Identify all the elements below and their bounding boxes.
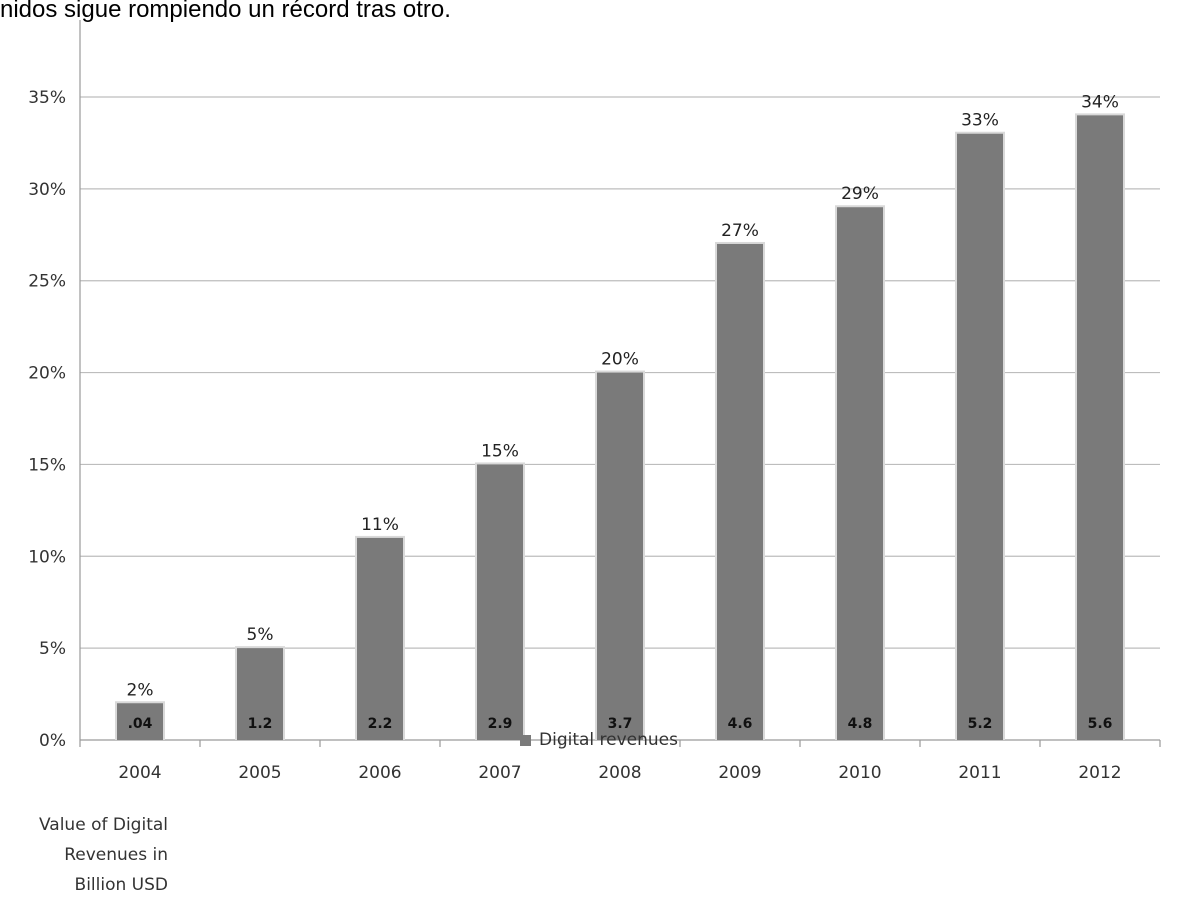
- y-tick-label: 20%: [28, 364, 66, 384]
- bar-2009: [717, 243, 763, 740]
- bar-2006: [357, 537, 403, 740]
- x-tick-label-2007: 2007: [478, 763, 521, 783]
- bar-top-label-2005: 5%: [247, 625, 274, 645]
- side-note-line-2: Revenues in: [64, 845, 168, 865]
- bar-inner-label-2006: 2.2: [368, 716, 393, 732]
- side-note-line-3: Billion USD: [74, 875, 168, 895]
- legend: Digital revenues: [520, 730, 678, 750]
- bar-2007: [477, 464, 523, 740]
- x-tick-label-2008: 2008: [598, 763, 641, 783]
- x-tick-label-2005: 2005: [238, 763, 281, 783]
- y-tick-label: 35%: [28, 88, 66, 108]
- caption-text: nidos sigue rompiendo un récord tras otr…: [0, 0, 451, 23]
- side-note: Value of Digital Revenues in Billion USD: [4, 810, 168, 900]
- bar-inner-label-2008: 3.7: [608, 716, 633, 732]
- bar-top-label-2011: 33%: [961, 111, 999, 131]
- y-tick-label: 30%: [28, 180, 66, 200]
- x-tick-label-2004: 2004: [118, 763, 161, 783]
- y-tick-label: 15%: [28, 455, 66, 475]
- x-tick-label-2011: 2011: [958, 763, 1001, 783]
- bar-2011: [957, 133, 1003, 740]
- bar-top-label-2012: 34%: [1081, 92, 1119, 112]
- x-tick-label-2006: 2006: [358, 763, 401, 783]
- y-tick-label: 0%: [39, 731, 66, 751]
- x-tick-label-2010: 2010: [838, 763, 881, 783]
- y-tick-label: 10%: [28, 547, 66, 567]
- bar-inner-label-2009: 4.6: [728, 716, 753, 732]
- legend-label: Digital revenues: [539, 730, 678, 750]
- y-tick-label: 25%: [28, 272, 66, 292]
- labels: 0% 5% 10% 15% 20% 25% 30% 35% 2% .04 2004 5% 1.2 2005…: [28, 88, 1121, 783]
- bar-2008: [597, 372, 643, 740]
- bar-2004: [117, 703, 163, 740]
- bar-inner-label-2010: 4.8: [848, 716, 873, 732]
- x-tick-label-2009: 2009: [718, 763, 761, 783]
- legend-swatch: [520, 734, 531, 746]
- bar-top-label-2006: 11%: [361, 515, 399, 535]
- bar-inner-label-2005: 1.2: [248, 716, 273, 732]
- x-tick-label-2012: 2012: [1078, 763, 1121, 783]
- bar-inner-label-2004: .04: [128, 716, 153, 732]
- bar-top-label-2010: 29%: [841, 184, 879, 204]
- side-note-line-1: Value of Digital: [38, 815, 168, 835]
- bar-top-label-2008: 20%: [601, 350, 639, 370]
- bar-2010: [837, 207, 883, 740]
- bar-top-label-2009: 27%: [721, 221, 759, 241]
- y-tick-label: 5%: [39, 639, 66, 659]
- bar-top-label-2007: 15%: [481, 441, 519, 461]
- bar-inner-label-2011: 5.2: [968, 716, 993, 732]
- bar-2005: [237, 648, 283, 740]
- bar-inner-label-2007: 2.9: [488, 716, 513, 732]
- bar-2012: [1077, 115, 1123, 740]
- bar-top-label-2004: 2%: [127, 680, 154, 700]
- bar-inner-label-2012: 5.6: [1088, 716, 1113, 732]
- bars: [115, 113, 1125, 740]
